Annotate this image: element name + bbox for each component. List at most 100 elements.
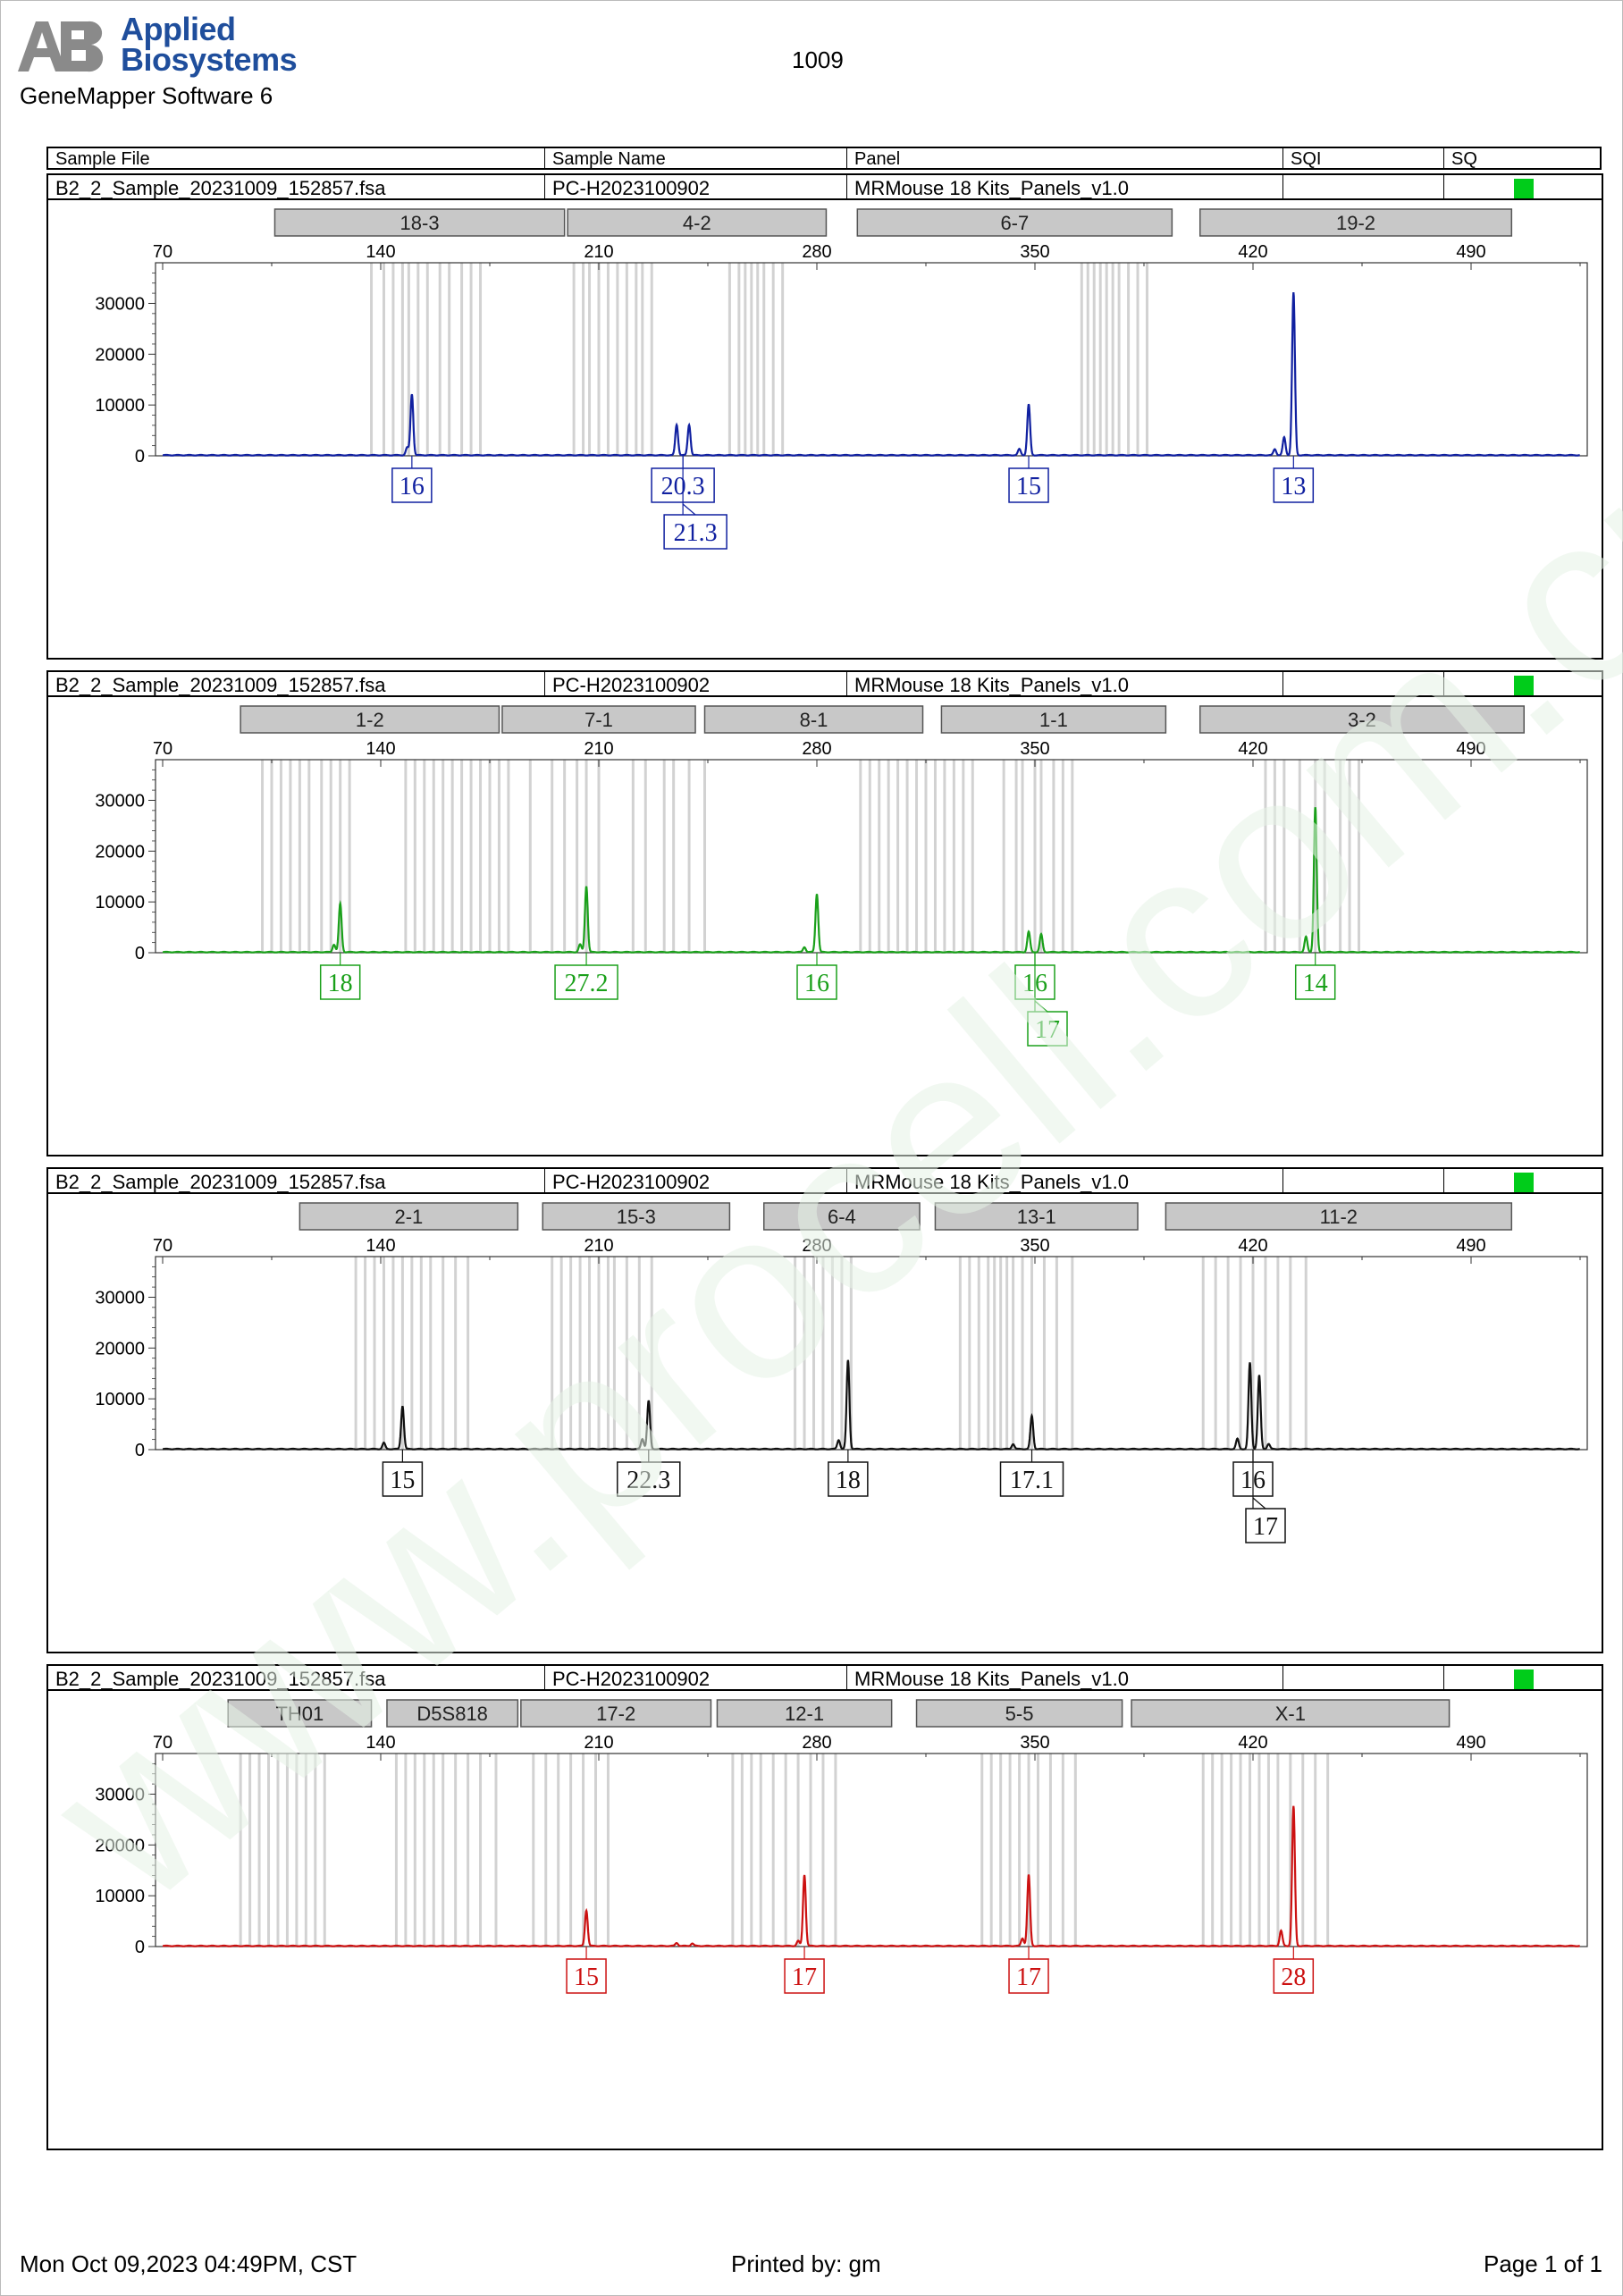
- marker-19-2[interactable]: 19-2: [1198, 208, 1513, 237]
- allele-box[interactable]: [784, 1958, 825, 1994]
- marker-15-3[interactable]: 15-3: [542, 1202, 731, 1231]
- allele-box[interactable]: [1294, 964, 1336, 1000]
- marker-label: 2-1: [394, 1206, 423, 1228]
- allele-connector: [1034, 1000, 1048, 1013]
- allele-call[interactable]: 16: [796, 953, 837, 1000]
- allele-call[interactable]: 20.321.3: [651, 456, 727, 550]
- allele-call[interactable]: 15: [566, 1947, 607, 1994]
- allele-call[interactable]: 17.1: [999, 1450, 1064, 1497]
- x-tick-label: 490: [1456, 1733, 1485, 1753]
- marker-bar[interactable]: [716, 1699, 893, 1728]
- marker-13-1[interactable]: 13-1: [934, 1202, 1139, 1231]
- x-tick-label: 490: [1456, 739, 1485, 759]
- marker-1-1[interactable]: 1-1: [940, 705, 1167, 734]
- marker-TH01[interactable]: TH01: [227, 1699, 373, 1728]
- marker-X-1[interactable]: X-1: [1131, 1699, 1451, 1728]
- allele-call[interactable]: 13: [1273, 456, 1315, 503]
- sq-quality-indicator: [1514, 179, 1534, 198]
- marker-bar[interactable]: [567, 208, 828, 237]
- marker-5-5[interactable]: 5-5: [915, 1699, 1123, 1728]
- brand-line-1: Applied: [121, 11, 236, 47]
- marker-bar[interactable]: [501, 705, 696, 734]
- allele-call[interactable]: 28: [1273, 1947, 1315, 1994]
- allele-call[interactable]: 27.2: [554, 953, 618, 1000]
- electropherogram-green: 1-2 7-1 8-1 1-1 3-2 70 140 210 280 350 420 490 0 1000…: [95, 705, 1588, 1047]
- marker-label: 18-3: [400, 212, 440, 234]
- allele-box[interactable]: [382, 1461, 424, 1497]
- marker-bar[interactable]: [856, 208, 1173, 237]
- marker-D5S818[interactable]: D5S818: [386, 1699, 519, 1728]
- allele-call[interactable]: 15: [382, 1450, 424, 1497]
- allele-call[interactable]: 22.3: [617, 1450, 681, 1497]
- marker-bar[interactable]: [762, 1202, 921, 1231]
- marker-bar[interactable]: [227, 1699, 373, 1728]
- marker-1-2[interactable]: 1-2: [240, 705, 500, 734]
- x-tick-label: 350: [1020, 242, 1049, 262]
- marker-bar[interactable]: [703, 705, 924, 734]
- sample-name-value: PC-H2023100902: [545, 1169, 847, 1193]
- brand-line-2: Biosystems: [121, 41, 298, 78]
- marker-3-2[interactable]: 3-2: [1198, 705, 1526, 734]
- allele-label: 17: [792, 1964, 817, 1991]
- allele-call[interactable]: 17: [1008, 1947, 1049, 1994]
- marker-bar[interactable]: [240, 705, 500, 734]
- marker-label: 15-3: [617, 1206, 656, 1228]
- y-tick-label: 0: [135, 944, 145, 963]
- marker-bar[interactable]: [940, 705, 1167, 734]
- allele-box[interactable]: [796, 964, 837, 1000]
- allele-box[interactable]: [1008, 467, 1049, 503]
- marker-bar[interactable]: [915, 1699, 1123, 1728]
- marker-11-2[interactable]: 11-2: [1165, 1202, 1513, 1231]
- x-tick-label: 280: [802, 242, 831, 262]
- x-tick-label: 350: [1020, 1733, 1049, 1753]
- allele-call[interactable]: 16: [391, 456, 433, 503]
- allele-call[interactable]: 18: [828, 1450, 869, 1497]
- allele-box[interactable]: [1008, 1958, 1049, 1994]
- marker-bar[interactable]: [273, 208, 566, 237]
- allele-box[interactable]: [391, 467, 433, 503]
- allele-label: 22.3: [626, 1467, 670, 1494]
- marker-bar[interactable]: [299, 1202, 519, 1231]
- allele-box[interactable]: [554, 964, 618, 1000]
- marker-18-3[interactable]: 18-3: [273, 208, 566, 237]
- allele-call[interactable]: 17: [784, 1947, 825, 1994]
- x-tick-label: 70: [153, 242, 172, 262]
- marker-6-4[interactable]: 6-4: [762, 1202, 921, 1231]
- allele-box[interactable]: [999, 1461, 1064, 1497]
- marker-bar[interactable]: [1165, 1202, 1513, 1231]
- marker-bar[interactable]: [1198, 705, 1526, 734]
- allele-box[interactable]: [1273, 1958, 1315, 1994]
- allele-box[interactable]: [1245, 1508, 1286, 1543]
- allele-call[interactable]: 14: [1294, 953, 1336, 1000]
- allele-box[interactable]: [828, 1461, 869, 1497]
- allele-call[interactable]: 18: [319, 953, 361, 1000]
- allele-box[interactable]: [663, 514, 727, 550]
- marker-12-1[interactable]: 12-1: [716, 1699, 893, 1728]
- allele-label: 15: [390, 1467, 415, 1494]
- sample-name-value: PC-H2023100902: [545, 1666, 847, 1690]
- marker-bar[interactable]: [934, 1202, 1139, 1231]
- allele-box[interactable]: [617, 1461, 681, 1497]
- marker-bar[interactable]: [1131, 1699, 1451, 1728]
- marker-4-2[interactable]: 4-2: [567, 208, 828, 237]
- marker-7-1[interactable]: 7-1: [501, 705, 696, 734]
- marker-8-1[interactable]: 8-1: [703, 705, 924, 734]
- allele-box[interactable]: [566, 1958, 607, 1994]
- panel-frame: [46, 1194, 1603, 1653]
- signal-trace: [163, 1805, 1580, 1947]
- allele-label: 18: [836, 1467, 861, 1494]
- marker-6-7[interactable]: 6-7: [856, 208, 1173, 237]
- marker-bar[interactable]: [386, 1699, 519, 1728]
- marker-17-2[interactable]: 17-2: [520, 1699, 712, 1728]
- marker-bar[interactable]: [520, 1699, 712, 1728]
- allele-call[interactable]: 15: [1008, 456, 1049, 503]
- marker-2-1[interactable]: 2-1: [299, 1202, 519, 1231]
- allele-box[interactable]: [319, 964, 361, 1000]
- marker-label: 12-1: [785, 1703, 824, 1725]
- allele-box[interactable]: [1027, 1011, 1068, 1047]
- marker-bar[interactable]: [1198, 208, 1513, 237]
- marker-bar[interactable]: [542, 1202, 731, 1231]
- allele-box[interactable]: [1273, 467, 1315, 503]
